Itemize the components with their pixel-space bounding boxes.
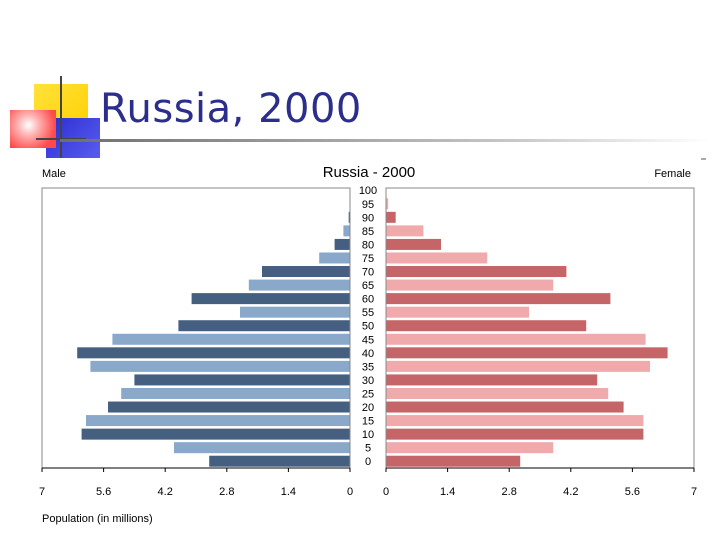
female-x-tick-label: 2.8 xyxy=(502,486,517,498)
female-bar-80 xyxy=(386,238,441,250)
female-x-tick-label: 5.6 xyxy=(625,486,640,498)
age-label-0: 0 xyxy=(365,456,371,468)
female-bar-5 xyxy=(386,442,554,454)
female-bar-10 xyxy=(386,428,644,440)
female-bar-90 xyxy=(386,211,396,223)
male-x-tick-label: 5.6 xyxy=(96,486,111,498)
age-label-20: 20 xyxy=(362,402,374,414)
female-bar-85 xyxy=(386,225,424,237)
female-bar-45 xyxy=(386,333,646,345)
female-x-tick-label: 4.2 xyxy=(563,486,578,498)
male-bar-65 xyxy=(248,279,350,291)
age-label-75: 75 xyxy=(362,253,374,265)
male-x-tick-label: 0 xyxy=(347,486,353,498)
age-label-25: 25 xyxy=(362,388,374,400)
age-label-40: 40 xyxy=(362,348,374,360)
female-bar-25 xyxy=(386,387,609,399)
male-bar-55 xyxy=(240,306,350,318)
male-x-tick-label: 1.4 xyxy=(281,486,296,498)
axes-group: 0510152025303540455055606570758085909510… xyxy=(39,185,697,498)
age-label-85: 85 xyxy=(362,226,374,238)
age-label-15: 15 xyxy=(362,416,374,428)
age-label-100: 100 xyxy=(359,185,377,197)
age-label-80: 80 xyxy=(362,239,374,251)
age-label-30: 30 xyxy=(362,375,374,387)
decor-vertical-line xyxy=(60,76,62,158)
female-bar-30 xyxy=(386,374,598,386)
male-x-tick-label: 7 xyxy=(39,486,45,498)
female-x-tick-label: 0 xyxy=(383,486,389,498)
female-x-tick-label: 1.4 xyxy=(440,486,455,498)
male-bar-20 xyxy=(108,401,350,413)
female-bar-0 xyxy=(386,455,521,467)
female-bar-75 xyxy=(386,252,488,264)
chart-title: Russia - 2000 xyxy=(323,164,416,181)
bars-group xyxy=(77,198,668,467)
male-bar-70 xyxy=(262,266,350,278)
male-bar-60 xyxy=(191,293,350,305)
male-bar-75 xyxy=(319,252,350,264)
age-label-55: 55 xyxy=(362,307,374,319)
male-bar-30 xyxy=(134,374,350,386)
female-label: Female xyxy=(654,168,691,180)
male-bar-40 xyxy=(77,347,350,359)
male-bar-15 xyxy=(86,415,350,427)
age-label-65: 65 xyxy=(362,280,374,292)
male-bar-80 xyxy=(334,238,350,250)
female-bar-20 xyxy=(386,401,624,413)
female-bar-60 xyxy=(386,293,611,305)
age-label-70: 70 xyxy=(362,267,374,279)
male-bar-90 xyxy=(348,211,350,223)
female-bar-40 xyxy=(386,347,668,359)
male-bar-25 xyxy=(121,387,350,399)
age-label-50: 50 xyxy=(362,321,374,333)
age-label-5: 5 xyxy=(365,443,371,455)
female-x-tick-label: 7 xyxy=(691,486,697,498)
female-bar-65 xyxy=(386,279,554,291)
slide-title: Russia, 2000 xyxy=(100,86,362,132)
age-label-35: 35 xyxy=(362,361,374,373)
female-bar-70 xyxy=(386,266,567,278)
male-bar-35 xyxy=(90,360,351,372)
male-label: Male xyxy=(42,168,66,180)
decor-red-square xyxy=(10,110,56,148)
male-bar-85 xyxy=(343,225,350,237)
age-label-90: 90 xyxy=(362,212,374,224)
female-bar-50 xyxy=(386,320,587,332)
x-axis-label: Population (in millions) xyxy=(42,513,153,525)
title-divider xyxy=(60,139,710,142)
female-bar-15 xyxy=(386,415,644,427)
male-bar-50 xyxy=(178,320,350,332)
population-pyramid-chart: Russia - 2000 Male Female 05101520253035… xyxy=(39,158,706,525)
male-x-tick-label: 4.2 xyxy=(158,486,173,498)
age-label-95: 95 xyxy=(362,199,374,211)
male-bar-45 xyxy=(112,333,351,345)
male-bar-10 xyxy=(81,428,350,440)
female-bar-55 xyxy=(386,306,529,318)
male-x-tick-label: 2.8 xyxy=(219,486,234,498)
male-bar-5 xyxy=(174,442,350,454)
age-label-10: 10 xyxy=(362,429,374,441)
age-label-60: 60 xyxy=(362,294,374,306)
age-label-45: 45 xyxy=(362,334,374,346)
female-bar-35 xyxy=(386,360,650,372)
female-bar-95 xyxy=(386,198,389,210)
male-bar-0 xyxy=(209,455,350,467)
